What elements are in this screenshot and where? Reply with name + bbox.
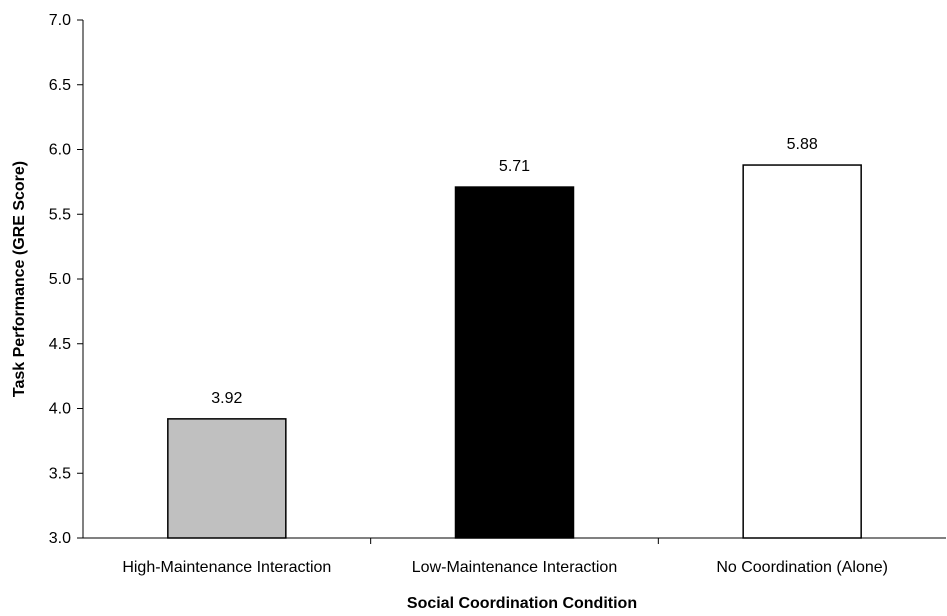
y-tick-label: 3.0 [49,530,71,547]
data-label: 5.71 [499,158,530,175]
y-tick-label: 4.0 [49,401,71,418]
y-tick-label: 6.5 [49,77,71,94]
y-tick-label: 6.0 [49,142,71,159]
bar [168,419,286,538]
x-axis-title: Social Coordination Condition [407,595,637,611]
y-tick-label: 7.0 [49,12,71,29]
x-tick-label: Low-Maintenance Interaction [412,559,617,576]
x-tick-label: High-Maintenance Interaction [122,559,331,576]
y-tick-label: 5.0 [49,271,71,288]
bar [456,187,574,538]
y-tick-label: 4.5 [49,336,71,353]
x-tick-label: No Coordination (Alone) [716,559,888,576]
bar [743,165,861,538]
y-tick-label: 3.5 [49,465,71,482]
data-label: 5.88 [787,136,818,153]
y-axis-title: Task Performance (GRE Score) [11,161,28,397]
data-label: 3.92 [211,390,242,407]
bars [168,165,861,538]
y-tick-label: 5.5 [49,206,71,223]
